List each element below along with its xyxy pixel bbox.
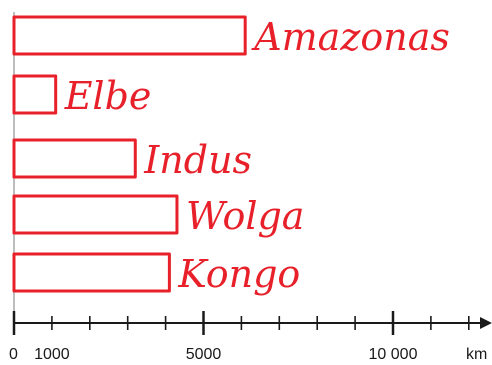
x-axis-arrow bbox=[480, 317, 492, 329]
bar-wolga bbox=[12, 194, 179, 235]
x-tick-label-1000: 1000 bbox=[34, 346, 70, 363]
x-tick-label-0: 0 bbox=[9, 346, 18, 363]
x-tick-label-5000: 5000 bbox=[186, 346, 222, 363]
bars-group bbox=[12, 12, 247, 323]
bar-label-indus: Indus bbox=[143, 138, 252, 182]
bar-kongo bbox=[12, 252, 171, 293]
bar-label-elbe: Elbe bbox=[64, 74, 152, 118]
bar-label-amazonas: Amazonas bbox=[251, 15, 450, 59]
bar-label-wolga: Wolga bbox=[186, 194, 305, 238]
bar-elbe bbox=[12, 74, 58, 115]
bar-label-kongo: Kongo bbox=[177, 252, 300, 296]
bar-amazonas bbox=[12, 15, 247, 56]
x-axis-unit: km bbox=[466, 346, 487, 363]
bar-indus bbox=[12, 138, 137, 179]
x-tick-label-10000: 10 000 bbox=[369, 346, 418, 363]
x-axis: 0 1000 5000 10 000 km bbox=[9, 311, 492, 363]
river-labels-group: Amazonas Elbe Indus Wolga Kongo bbox=[64, 15, 450, 296]
